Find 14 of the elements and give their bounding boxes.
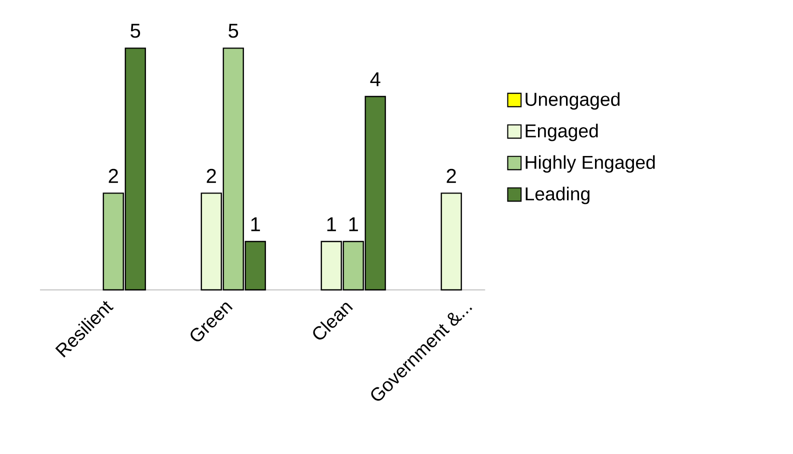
data-label: 5 — [130, 24, 140, 38]
legend-label: Unengaged — [526, 92, 620, 110]
bar — [440, 192, 462, 290]
legend-label: Leading — [526, 186, 590, 204]
data-label: 2 — [108, 168, 118, 183]
data-label: 4 — [370, 72, 380, 86]
data-label: 2 — [206, 168, 216, 183]
data-label: 1 — [251, 217, 260, 231]
data-label: 1 — [349, 217, 358, 231]
data-label: 2 — [446, 168, 456, 183]
legend-label: Engaged — [526, 124, 598, 141]
legend-label: Highly Engaged — [526, 155, 655, 172]
data-label: 1 — [327, 217, 336, 231]
data-label: 5 — [228, 24, 238, 38]
